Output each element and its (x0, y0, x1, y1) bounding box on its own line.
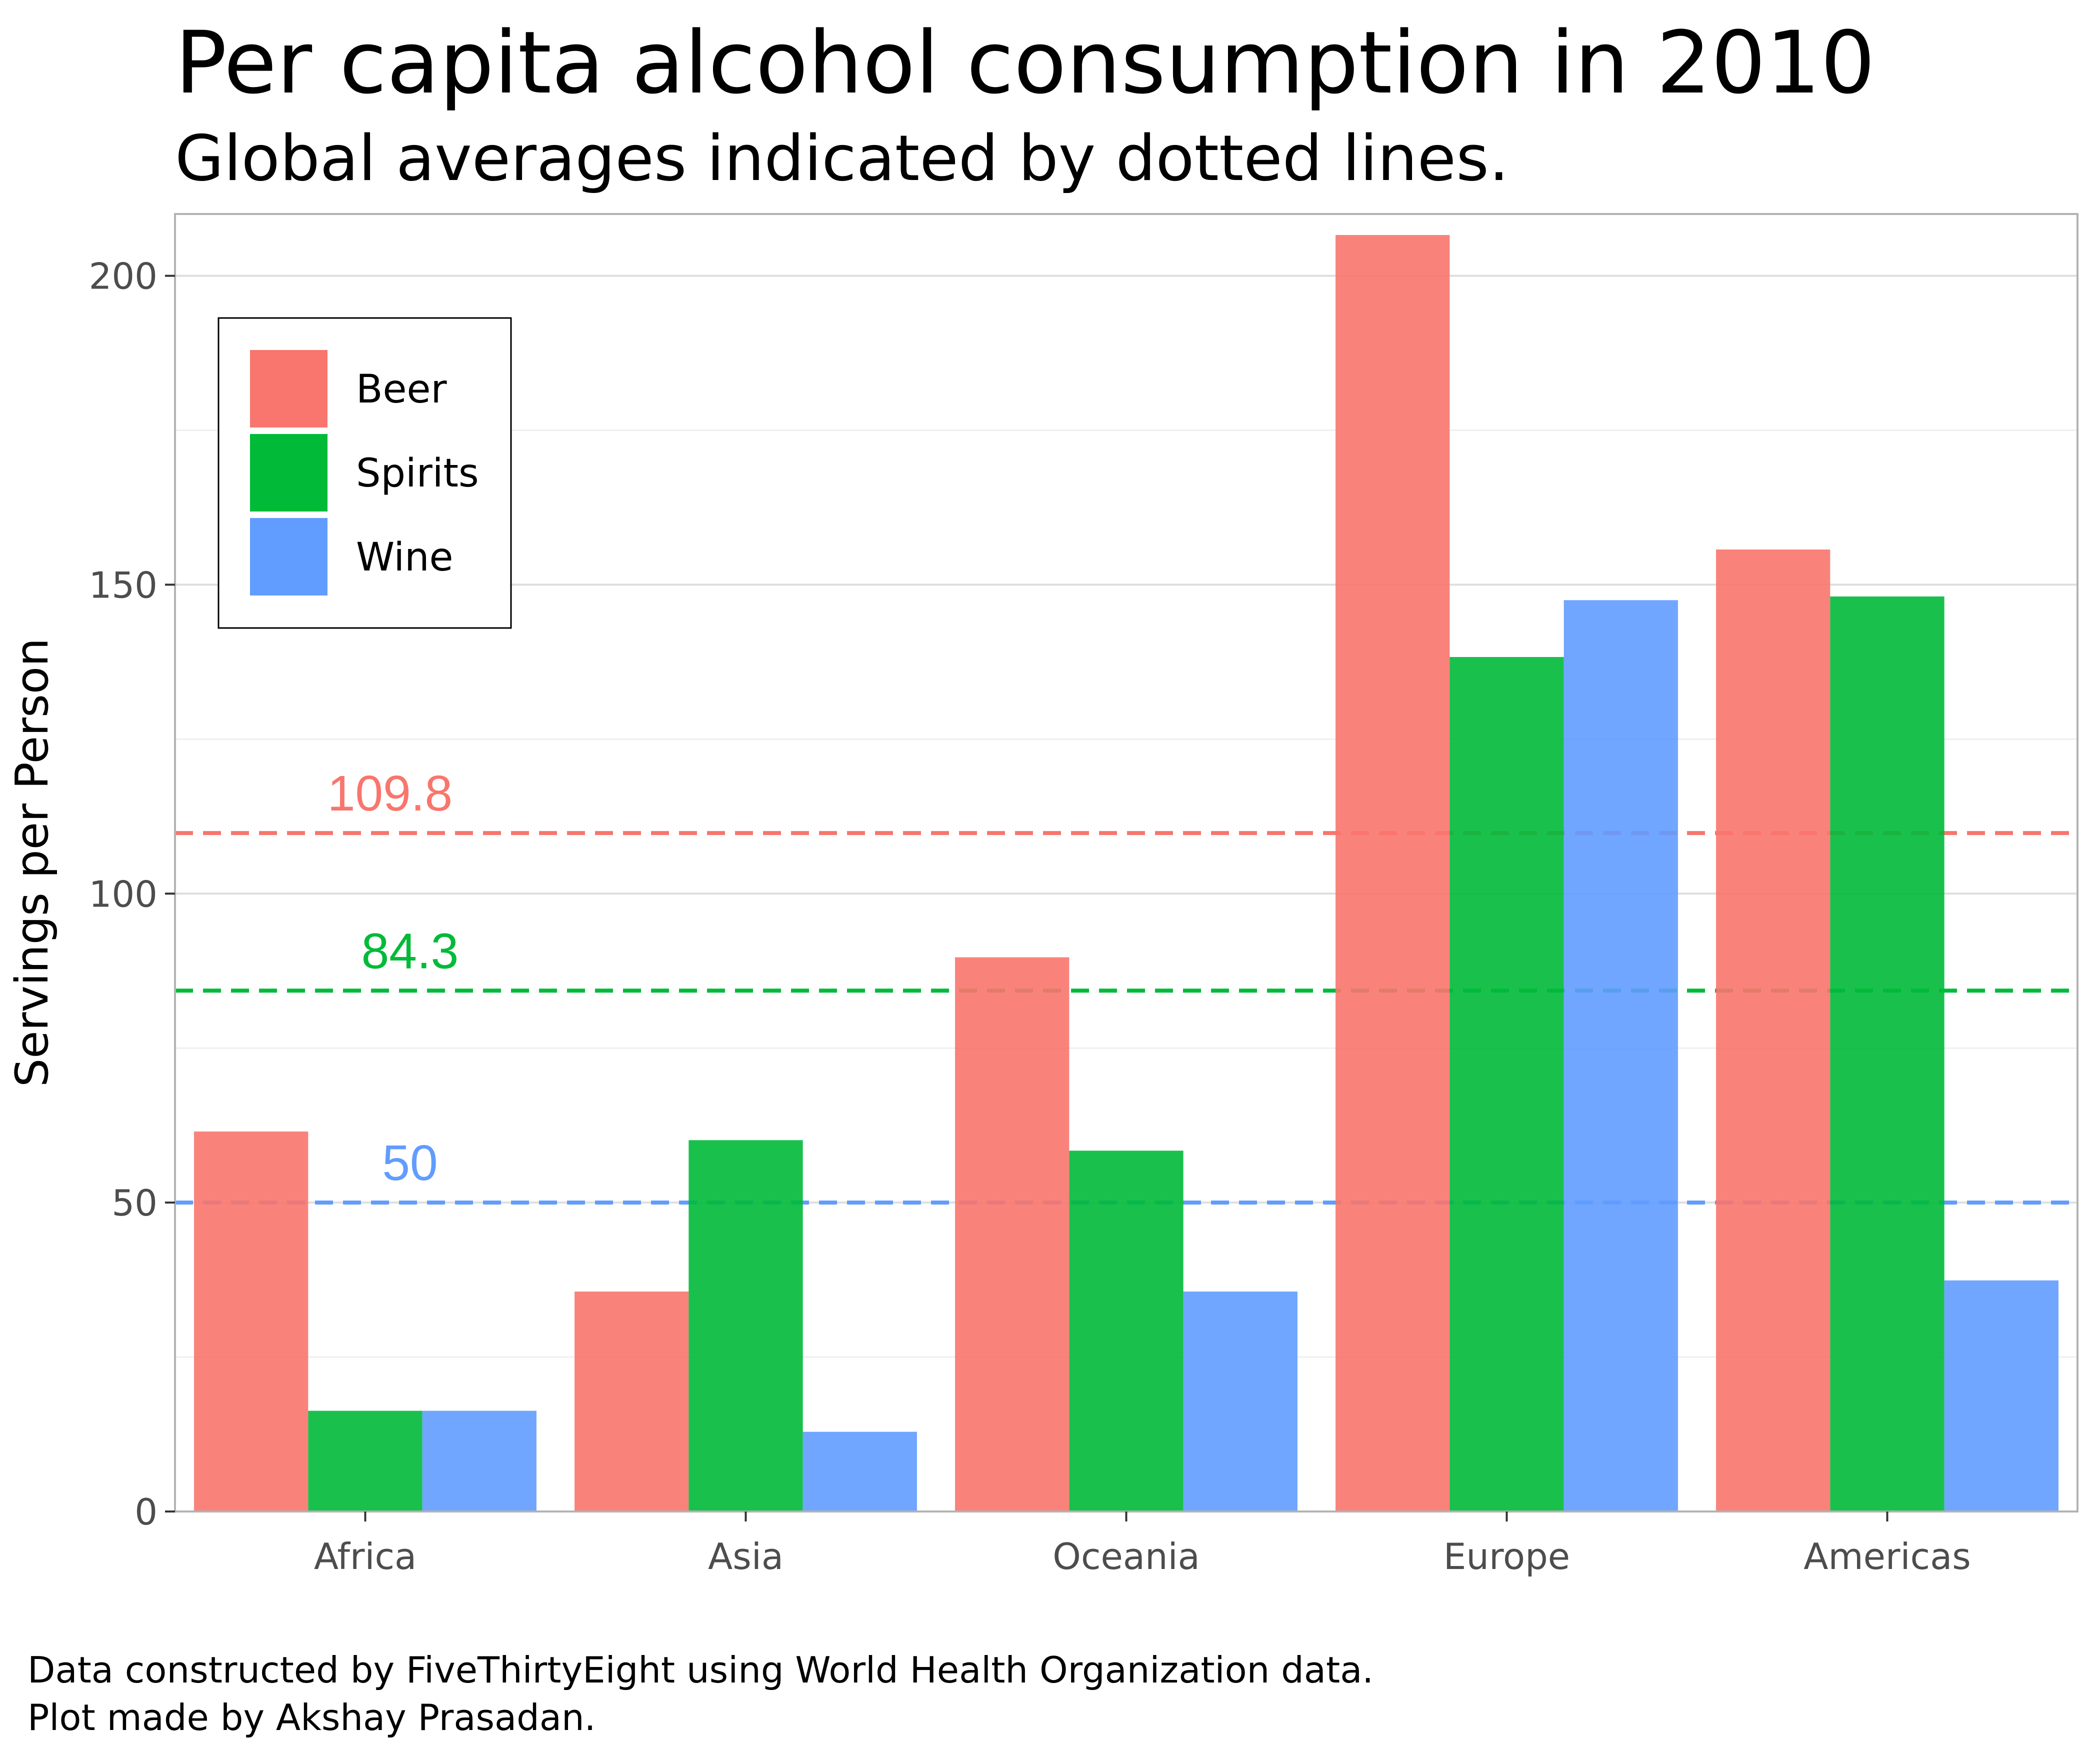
chart-subtitle: Global averages indicated by dotted line… (175, 122, 1509, 195)
bar-beer-oceania (955, 957, 1070, 1512)
bar-beer-africa (194, 1132, 308, 1512)
bars (194, 235, 2058, 1512)
bar-spirits-asia (688, 1140, 803, 1512)
bar-spirits-oceania (1069, 1150, 1184, 1512)
legend-label-beer: Beer (356, 367, 447, 412)
y-tick-label: 100 (89, 873, 158, 915)
bar-wine-asia (802, 1432, 917, 1512)
average-label-spirits: 84.3 (362, 923, 459, 979)
bar-wine-oceania (1183, 1292, 1298, 1512)
bar-wine-americas (1944, 1280, 2058, 1512)
bar-beer-americas (1716, 549, 1830, 1512)
bar-beer-europe (1336, 235, 1450, 1512)
legend-label-wine: Wine (356, 535, 454, 580)
caption-line-2: Plot made by Akshay Prasadan. (28, 1696, 596, 1738)
legend-key-beer (250, 350, 328, 428)
average-label-wine: 50 (382, 1135, 438, 1191)
chart-title: Per capita alcohol consumption in 2010 (175, 12, 1875, 113)
x-tick-label-africa: Africa (314, 1536, 416, 1578)
bar-wine-europe (1564, 600, 1678, 1512)
y-tick-label: 200 (89, 256, 158, 298)
average-label-beer: 109.8 (328, 766, 452, 822)
bar-wine-africa (422, 1410, 536, 1512)
y-tick-label: 50 (112, 1182, 158, 1224)
legend-key-spirits (250, 434, 328, 512)
x-tick-label-oceania: Oceania (1052, 1536, 1200, 1578)
y-axis-ticks: 0 50 100 150 200 (89, 256, 175, 1533)
bar-beer-asia (574, 1292, 689, 1512)
average-labels: 109.8 84.3 50 (328, 766, 458, 1191)
x-tick-label-europe: Europe (1444, 1536, 1570, 1578)
y-tick-label: 150 (89, 564, 158, 606)
bar-spirits-europe (1450, 657, 1564, 1512)
legend-key-wine (250, 518, 328, 596)
bar-spirits-africa (308, 1410, 422, 1512)
y-axis-title: Servings per Person (6, 638, 58, 1087)
y-tick-label: 0 (134, 1491, 158, 1533)
x-axis-ticks: Africa Asia Oceania Europe Americas (314, 1512, 1971, 1578)
bar-spirits-americas (1830, 596, 1944, 1512)
legend: Beer Spirits Wine (218, 317, 512, 629)
x-tick-label-asia: Asia (708, 1536, 784, 1578)
legend-label-spirits: Spirits (356, 451, 479, 496)
x-tick-label-americas: Americas (1804, 1536, 1971, 1578)
caption-line-1: Data constructed by FiveThirtyEight usin… (28, 1649, 1374, 1691)
